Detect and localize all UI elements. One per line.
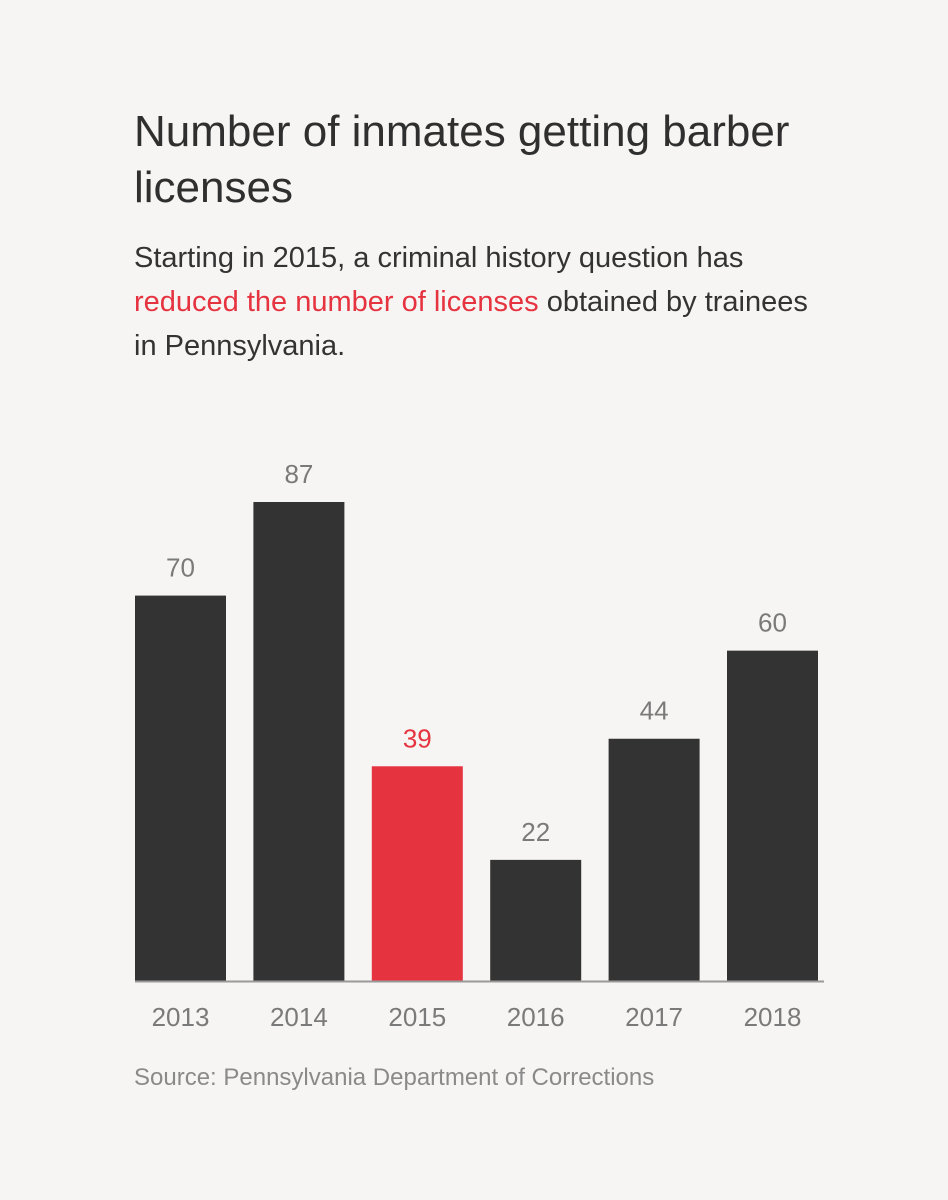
bar-2015 [371,766,463,981]
value-label-2014: 87 [284,459,313,489]
chart-subtitle: Starting in 2015, a criminal history que… [134,236,834,368]
value-label-2016: 22 [521,817,550,847]
subtitle-text-end: obtained by trainees in Pennsylvania. [134,286,808,362]
chart-title: Number of inmates getting barber license… [134,107,790,212]
x-tick-label-2013: 2013 [152,1002,210,1032]
bar-2016 [490,859,582,981]
bar-2014 [253,502,345,981]
x-tick-label-2014: 2014 [270,1002,328,1032]
bar-2018 [727,650,818,981]
value-label-2017: 44 [640,696,669,726]
source-note: Source: Pennsylvania Department of Corre… [134,1064,655,1091]
subtitle-highlight: reduced the number of licenses [134,286,539,318]
x-tick-label-2017: 2017 [625,1002,683,1032]
x-tick-label-2015: 2015 [388,1002,446,1032]
x-tick-label-2016: 2016 [507,1002,565,1032]
bars-group [135,502,818,981]
bar-2017 [608,738,700,981]
x-tick-label-2018: 2018 [744,1002,802,1032]
x-tick-labels-group: 2013 2014 2015 2016 2017 2018 [152,1002,802,1032]
value-labels-group: 70 87 39 22 44 60 [166,459,787,847]
value-label-2013: 70 [166,553,195,583]
subtitle-text-start: Starting in 2015, a criminal history que… [134,242,744,274]
value-label-2018: 60 [758,608,787,638]
value-label-2015: 39 [403,723,432,753]
bar-2013 [135,595,226,981]
